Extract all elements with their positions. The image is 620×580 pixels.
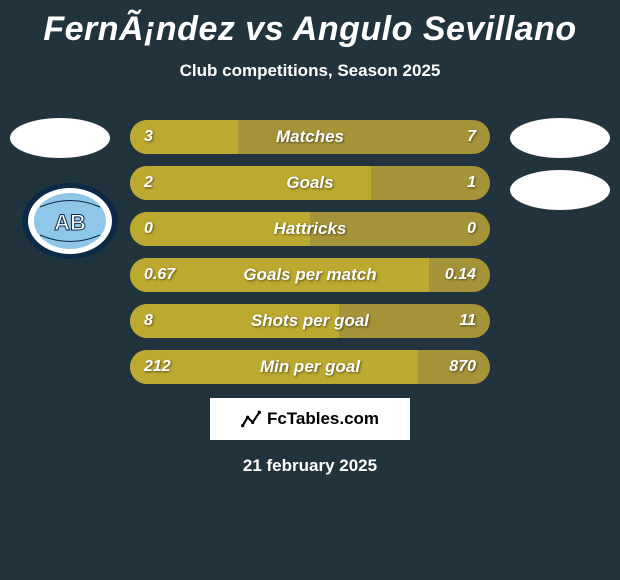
stat-row-matches: 37Matches	[130, 120, 490, 154]
chart-icon	[241, 409, 261, 429]
footer-date: 21 february 2025	[0, 456, 620, 476]
stat-label: Hattricks	[130, 212, 490, 246]
footer-label: FcTables.com	[267, 409, 379, 429]
stat-label: Min per goal	[130, 350, 490, 384]
club-right-avatar	[510, 170, 610, 210]
stat-label: Shots per goal	[130, 304, 490, 338]
stat-row-shots-per-goal: 811Shots per goal	[130, 304, 490, 338]
stat-label: Goals	[130, 166, 490, 200]
player-right-avatar	[510, 118, 610, 158]
footer-badge[interactable]: FcTables.com	[210, 398, 410, 440]
stat-row-min-per-goal: 212870Min per goal	[130, 350, 490, 384]
player-left-avatar	[10, 118, 110, 158]
page-title: FernÃ¡ndez vs Angulo Sevillano	[0, 0, 620, 49]
svg-text:AB: AB	[54, 210, 86, 235]
comparison-bars: 37Matches 21Goals 00Hattricks 0.670.14Goals…	[130, 120, 490, 396]
stat-label: Matches	[130, 120, 490, 154]
stat-row-goals: 21Goals	[130, 166, 490, 200]
stat-label: Goals per match	[130, 258, 490, 292]
club-left-logo: AB	[20, 182, 120, 260]
stat-row-goals-per-match: 0.670.14Goals per match	[130, 258, 490, 292]
stat-row-hattricks: 00Hattricks	[130, 212, 490, 246]
page-subtitle: Club competitions, Season 2025	[0, 61, 620, 81]
